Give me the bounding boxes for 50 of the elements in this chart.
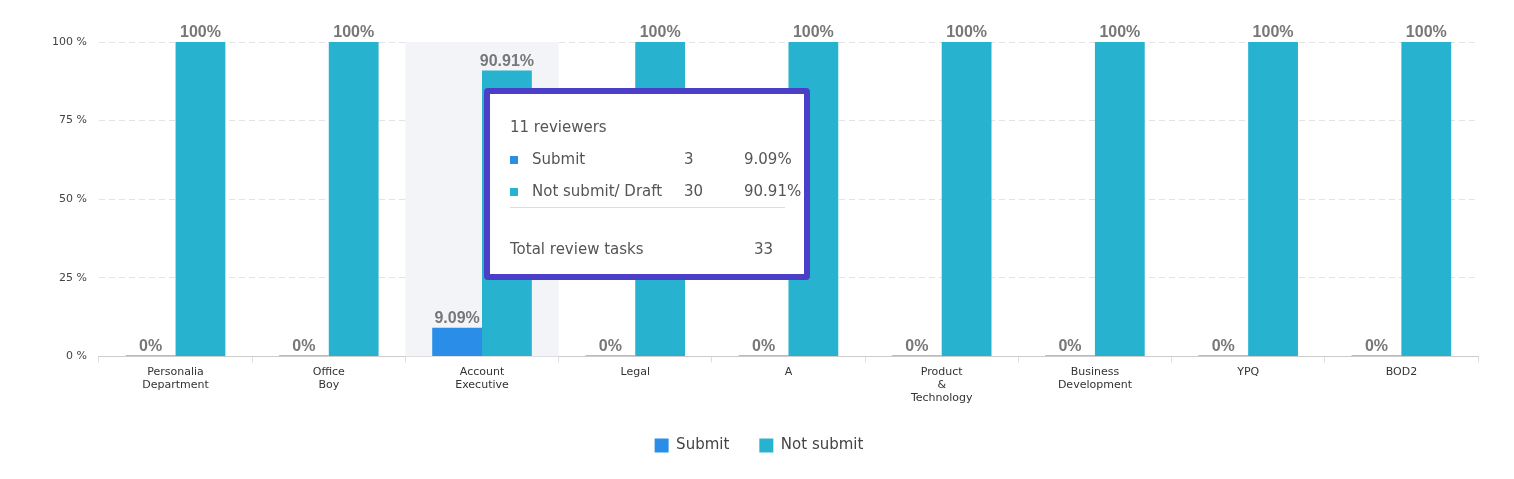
data-label: 100% [946,23,988,41]
x-tick-label: YPQ [1236,364,1260,378]
data-label: 0% [752,336,776,354]
data-label: 90.91% [479,51,535,69]
x-tick-label: Legal [620,364,650,378]
data-label: 100% [792,23,834,41]
data-label: 100% [639,23,681,41]
data-label: 0% [1058,336,1082,354]
annotation: 11 reviewers [510,118,607,136]
annotation: 30 [684,182,704,200]
data-label: 100% [333,23,375,41]
data-label: 0% [139,336,163,354]
annotation: 3 [684,150,694,168]
bar [941,42,992,356]
data-label: 0% [1211,336,1235,354]
y-tick-label: 75 % [58,113,87,127]
annotation: 9.09% [744,150,792,168]
bar [1248,42,1298,356]
annotation: Total review tasks [510,240,644,258]
y-tick-label: 100 % [51,34,87,48]
bar [1401,42,1452,356]
x-tick-label: Product & Technology [909,364,973,405]
data-label: 0% [598,336,622,354]
y-tick-label: 0 % [65,349,87,363]
x-tick-label: Personalia Department [142,364,210,392]
x-tick-label: Office Boy [312,364,346,392]
y-tick-label: 25 % [58,270,87,284]
annotation: Submit [532,150,586,168]
annotation: 33 [754,240,774,258]
data-label: 100% [1099,23,1141,41]
data-label: 100% [1405,23,1447,41]
bar [1094,42,1145,356]
annotation: Not submit/ Draft [532,182,663,200]
x-tick-label: BOD2 [1385,364,1418,378]
bar [432,327,483,356]
bar [328,42,379,356]
y-tick-label: 50 % [58,192,87,206]
data-label: 0% [292,336,316,354]
bar [175,42,226,356]
x-tick-label: Business Development [1057,364,1133,392]
x-tick-label: Account Executive [455,364,510,392]
annotation: 90.91% [744,182,802,200]
data-label: 0% [905,336,929,354]
data-label: 100% [180,23,221,41]
data-label: 0% [1364,336,1389,354]
legend-label: Not submit [780,435,864,454]
data-label: 9.09% [434,309,480,327]
data-label: 100% [1252,23,1294,41]
legend-label: Submit [676,435,730,454]
x-tick-label: A [784,364,793,378]
